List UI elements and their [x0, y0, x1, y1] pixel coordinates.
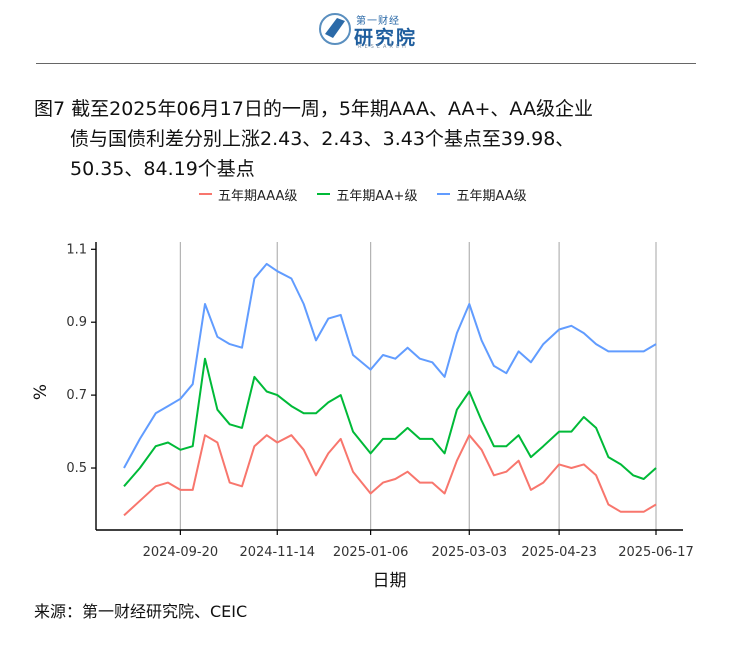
- legend-item-aaa: 五年期AAA级: [199, 185, 297, 204]
- x-tick-label-0: 2024-09-20: [143, 545, 219, 560]
- x-tick-label-1: 2024-11-14: [239, 545, 315, 560]
- series-line-aaa: [123, 434, 657, 517]
- chart-legend: 五年期AAA级 五年期AA+级 五年期AA级: [199, 184, 547, 204]
- legend-item-aaplus: 五年期AA+级: [317, 185, 417, 204]
- legend-label-aa: 五年期AA级: [456, 188, 527, 204]
- figure-title-line-2: 债与国债利差分别上涨2.43、2.43、3.43个基点至39.98、: [70, 128, 575, 150]
- legend-swatch-aaplus: [317, 193, 331, 195]
- y-tick-label-3: 1.1: [66, 242, 87, 257]
- x-tick-label-2: 2025-01-06: [333, 545, 409, 560]
- y-tick-label-0: 0.5: [66, 461, 87, 476]
- axis-layer: 0.5 0.7 0.9 1.1 2024-09-20 2024-11-14 2025-01-…: [31, 242, 694, 591]
- logo: 第一财经 研究院 RESEARCH: [318, 8, 428, 52]
- series-line-aa: [123, 262, 657, 469]
- header-divider: [36, 63, 696, 64]
- x-tick-label-4: 2025-04-23: [521, 545, 597, 560]
- figure-title-line-1: 图7 截至2025年06月17日的一周，5年期AAA、AA+、AA级企业: [34, 98, 593, 120]
- logo-text-sub: RESEARCH: [358, 44, 409, 50]
- series-line-aaplus: [123, 357, 657, 487]
- source-note: 来源：第一财经研究院、CEIC: [34, 602, 248, 621]
- x-tick-label-3: 2025-03-03: [431, 545, 507, 560]
- figure-title: 图7 截至2025年06月17日的一周，5年期AAA、AA+、AA级企业 债与国…: [34, 94, 714, 184]
- legend-item-aa: 五年期AA级: [437, 185, 527, 204]
- logo-emblem-icon: [319, 13, 351, 45]
- y-axis-title: %: [31, 384, 51, 400]
- legend-label-aaplus: 五年期AA+级: [336, 188, 418, 204]
- legend-label-aaa: 五年期AAA级: [218, 188, 298, 204]
- grid-layer: [179, 242, 657, 530]
- figure-title-line-3: 50.35、84.19个基点: [70, 158, 255, 180]
- logo-text-top: 第一财经: [356, 16, 400, 27]
- series-layer: [123, 262, 657, 517]
- x-tick-label-5: 2025-06-17: [618, 545, 694, 560]
- legend-swatch-aa: [437, 193, 451, 195]
- x-axis-title: 日期: [373, 571, 407, 591]
- y-tick-label-1: 0.7: [66, 388, 87, 403]
- y-tick-label-2: 0.9: [66, 315, 87, 330]
- logo-text-main: 研究院: [354, 27, 418, 49]
- legend-swatch-aaa: [199, 193, 212, 195]
